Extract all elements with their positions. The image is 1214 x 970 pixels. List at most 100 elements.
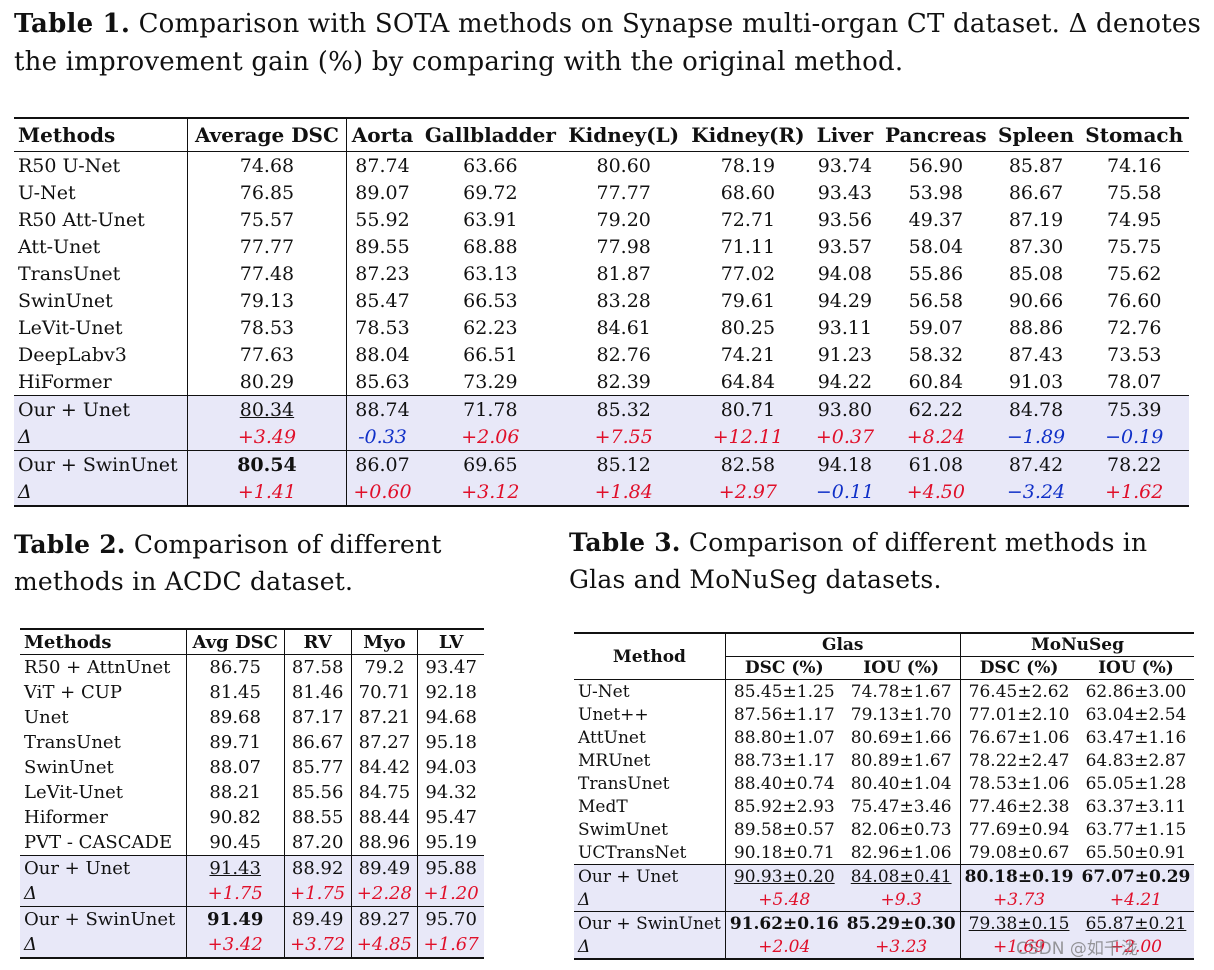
value-cell: 91.23 — [817, 343, 873, 366]
table2-caption: Table 2. Comparison of different methods… — [14, 526, 494, 600]
value-cell: 78.53 — [187, 314, 347, 341]
value-cell: +1.62 — [1079, 478, 1189, 506]
value-cell: 77.48 — [187, 260, 347, 287]
table-row: UCTransNet 90.18±0.71 82.96±1.06 79.08±0.67… — [574, 841, 1194, 865]
table-row: Unet++ 87.56±1.17 79.13±1.70 77.01±2.10 63.0… — [574, 703, 1194, 726]
method-cell: Our + Unet — [20, 855, 187, 881]
table3-method-header: Method — [574, 633, 726, 680]
value-cell: +7.55 — [562, 423, 686, 451]
value-cell: −0.11 — [810, 478, 880, 506]
value-cell: 89.71 — [186, 730, 285, 755]
value-cell: +1.20 — [417, 881, 484, 907]
value-cell: 87.74 — [355, 154, 410, 177]
value-cell: 65.50±0.91 — [1085, 842, 1187, 863]
value-cell: +1.84 — [562, 478, 686, 506]
value-cell: 87.42 — [992, 450, 1080, 478]
table-row: MRUnet 88.73±1.17 80.89±1.67 78.22±2.47 64.8… — [574, 749, 1194, 772]
method-cell: ViT + CUP — [20, 680, 187, 705]
value-cell: 79.13±1.70 — [842, 703, 961, 726]
table1-header-cell: Gallbladder — [418, 118, 563, 152]
table-row: MedT 85.92±2.93 75.47±3.46 77.46±2.38 63.37±… — [574, 795, 1194, 818]
table3-caption-text: Comparison of different methods in Glas … — [569, 528, 1148, 594]
value-cell: 84.08±0.41 — [842, 864, 961, 888]
value-cell: 87.19 — [1008, 208, 1064, 231]
table-row: Att-Unet 77.77 89.55 68.88 77.98 71.11 93.57 58… — [14, 233, 1189, 260]
table-row: Our + Unet 80.34 88.74 71.78 85.32 80.71 93.80… — [14, 395, 1189, 423]
value-cell: 94.18 — [810, 450, 880, 478]
value-cell: 87.23 — [355, 262, 410, 285]
table2-caption-label: Table 2. — [14, 530, 126, 559]
value-cell: 93.56 — [817, 208, 873, 231]
value-cell: 79.08±0.67 — [968, 842, 1070, 863]
value-cell: 70.71 — [351, 680, 419, 705]
method-cell: SwinUnet — [14, 287, 189, 314]
value-cell: 74.21 — [720, 343, 776, 366]
value-cell: 95.70 — [417, 906, 484, 932]
value-cell: 76.67±1.06 — [968, 727, 1070, 748]
value-cell: 65.05±1.28 — [1085, 773, 1187, 794]
table-row: Our + Unet 91.43 88.92 89.49 95.88 — [20, 855, 484, 881]
value-cell: 82.96±1.06 — [842, 841, 961, 865]
value-cell: 65.87±0.21 — [1077, 911, 1195, 935]
value-cell: 63.37±3.11 — [1085, 796, 1187, 817]
value-cell: 88.80±1.07 — [733, 727, 835, 748]
value-cell: 90.66 — [1008, 289, 1064, 312]
value-cell: 88.92 — [284, 855, 352, 881]
delta-row: Δ +3.49 -0.33 +2.06 +7.55 +12.11 +0.37 +8.24 −1.… — [14, 423, 1189, 451]
value-cell: 86.07 — [346, 450, 419, 478]
value-cell: 81.87 — [596, 262, 651, 285]
value-cell: 88.96 — [351, 830, 419, 856]
value-cell: 74.68 — [187, 151, 347, 179]
value-cell: 63.66 — [463, 154, 518, 177]
method-cell: TransUnet — [14, 260, 189, 287]
value-cell: 85.63 — [355, 370, 410, 393]
table3-group-monuseg: MoNuSeg — [960, 633, 1195, 657]
value-cell: 82.58 — [685, 450, 811, 478]
value-cell: 75.58 — [1107, 181, 1162, 204]
table-row: R50 Att-Unet 75.57 55.92 63.91 79.20 72.71 93.… — [14, 206, 1189, 233]
delta-row: Δ +3.42 +3.72 +4.85 +1.67 — [20, 932, 484, 958]
value-cell: 84.78 — [992, 395, 1080, 423]
table-row: Hiformer 90.82 88.55 88.44 95.47 — [20, 805, 484, 830]
method-cell: SwimUnet — [574, 818, 726, 841]
value-cell: +3.72 — [284, 932, 352, 958]
value-cell: 80.89±1.67 — [842, 749, 961, 772]
value-cell: 88.40±0.74 — [733, 773, 835, 794]
value-cell: 63.13 — [463, 262, 518, 285]
acdc-results-table: Methods Avg DSC RV Myo LV R50 + AttnUnet… — [20, 628, 484, 959]
value-cell: 77.02 — [720, 262, 776, 285]
value-cell: 86.75 — [186, 654, 285, 680]
method-cell: Δ — [574, 888, 726, 912]
value-cell: +3.49 — [187, 423, 347, 451]
value-cell: 77.63 — [187, 341, 347, 368]
table1-header-cell: Liver — [810, 118, 880, 152]
value-cell: 87.21 — [351, 705, 419, 730]
value-cell: 56.58 — [908, 289, 964, 312]
method-cell: R50 U-Net — [14, 151, 189, 179]
method-cell: DeepLabv3 — [14, 341, 189, 368]
value-cell: +2.28 — [351, 881, 419, 907]
value-cell: 80.54 — [187, 450, 347, 478]
method-cell: UCTransNet — [574, 841, 726, 865]
value-cell: 78.07 — [1107, 370, 1162, 393]
table1-header-row: Methods Average DSC Aorta Gallbladder Ki… — [14, 118, 1189, 152]
value-cell: +8.24 — [879, 423, 993, 451]
value-cell: 85.56 — [284, 780, 352, 805]
value-cell: +9.3 — [842, 888, 961, 912]
value-cell: 69.65 — [418, 450, 563, 478]
value-cell: 91.03 — [1008, 370, 1064, 393]
value-cell: 87.17 — [284, 705, 352, 730]
value-cell: 60.84 — [908, 370, 964, 393]
value-cell: 49.37 — [908, 208, 964, 231]
value-cell: 90.45 — [186, 830, 285, 856]
value-cell: 90.82 — [186, 805, 285, 830]
value-cell: 82.39 — [596, 370, 651, 393]
table-row: PVT - CASCADE 90.45 87.20 88.96 95.19 — [20, 830, 484, 856]
table3-group-header-row: Method Glas MoNuSeg — [574, 633, 1195, 680]
value-cell: +3.42 — [186, 932, 285, 958]
table1-header-cell: Spleen — [992, 118, 1080, 152]
value-cell: +5.48 — [725, 888, 843, 912]
table3-caption: Table 3. Comparison of different methods… — [569, 524, 1199, 598]
table-row: Our + Unet 90.93±0.20 84.08±0.41 80.18±0.19… — [574, 864, 1195, 888]
table3-subheader-row: DSC (%) IOU (%) DSC (%) IOU (%) — [574, 656, 1195, 680]
